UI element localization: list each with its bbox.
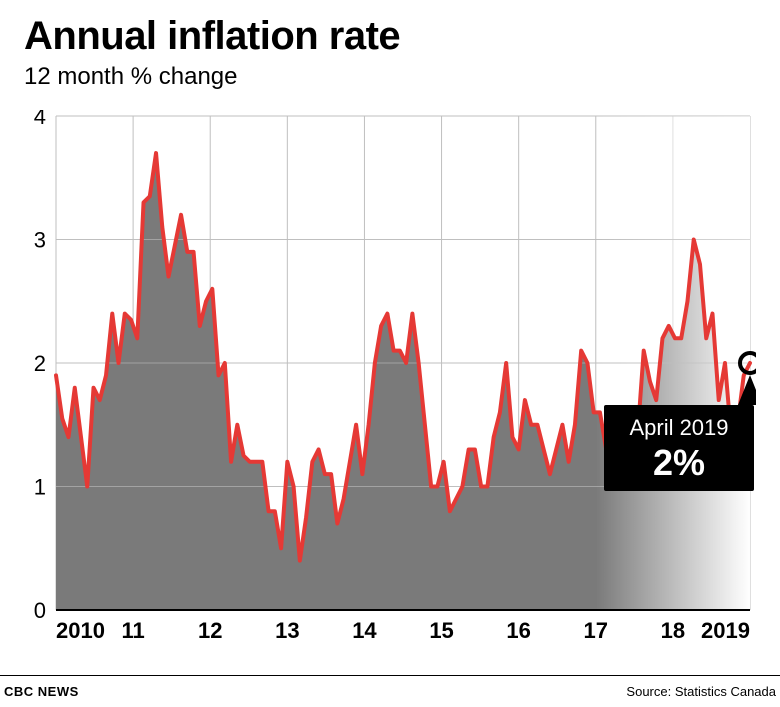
svg-text:1: 1 [34, 475, 46, 500]
svg-text:April 2019: April 2019 [629, 415, 728, 440]
svg-text:14: 14 [352, 618, 377, 643]
footer-source-right: Source: Statistics Canada [626, 684, 776, 699]
svg-text:11: 11 [121, 618, 144, 643]
footer-source-left: CBC NEWS [4, 684, 79, 699]
chart-area: 01234201011121314151617182019April 20192… [24, 110, 756, 650]
chart-title: Annual inflation rate [0, 0, 780, 59]
svg-text:2010: 2010 [56, 618, 105, 643]
svg-text:0: 0 [34, 598, 46, 623]
svg-text:2019: 2019 [701, 618, 750, 643]
inflation-chart: 01234201011121314151617182019April 20192… [24, 110, 756, 650]
svg-text:17: 17 [584, 618, 608, 643]
svg-text:16: 16 [506, 618, 530, 643]
svg-text:3: 3 [34, 228, 46, 253]
svg-text:4: 4 [34, 110, 46, 129]
svg-text:15: 15 [429, 618, 453, 643]
svg-text:13: 13 [275, 618, 299, 643]
svg-text:2: 2 [34, 351, 46, 376]
svg-text:2%: 2% [653, 442, 705, 483]
footer: CBC NEWS Source: Statistics Canada [0, 675, 780, 707]
chart-subtitle: 12 month % change [0, 59, 780, 91]
svg-text:12: 12 [198, 618, 222, 643]
svg-text:18: 18 [661, 618, 685, 643]
